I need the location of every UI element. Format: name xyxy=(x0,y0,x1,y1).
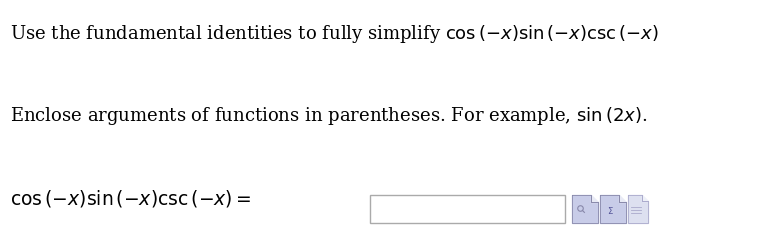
Text: $\Sigma$: $\Sigma$ xyxy=(607,205,614,216)
Bar xyxy=(370,195,565,223)
Polygon shape xyxy=(572,195,598,223)
Polygon shape xyxy=(619,195,626,202)
Polygon shape xyxy=(642,195,648,201)
Text: $\cos\left(-x\right)\sin\left(-x\right)\csc\left(-x\right) =$: $\cos\left(-x\right)\sin\left(-x\right)\… xyxy=(10,188,251,209)
Text: Enclose arguments of functions in parentheses. For example, $\sin\left(2x\right): Enclose arguments of functions in parent… xyxy=(10,105,647,127)
Text: Use the fundamental identities to fully simplify $\cos\left(-x\right)\sin\left(-: Use the fundamental identities to fully … xyxy=(10,23,659,45)
Polygon shape xyxy=(628,195,648,223)
Polygon shape xyxy=(591,195,598,202)
Polygon shape xyxy=(600,195,626,223)
